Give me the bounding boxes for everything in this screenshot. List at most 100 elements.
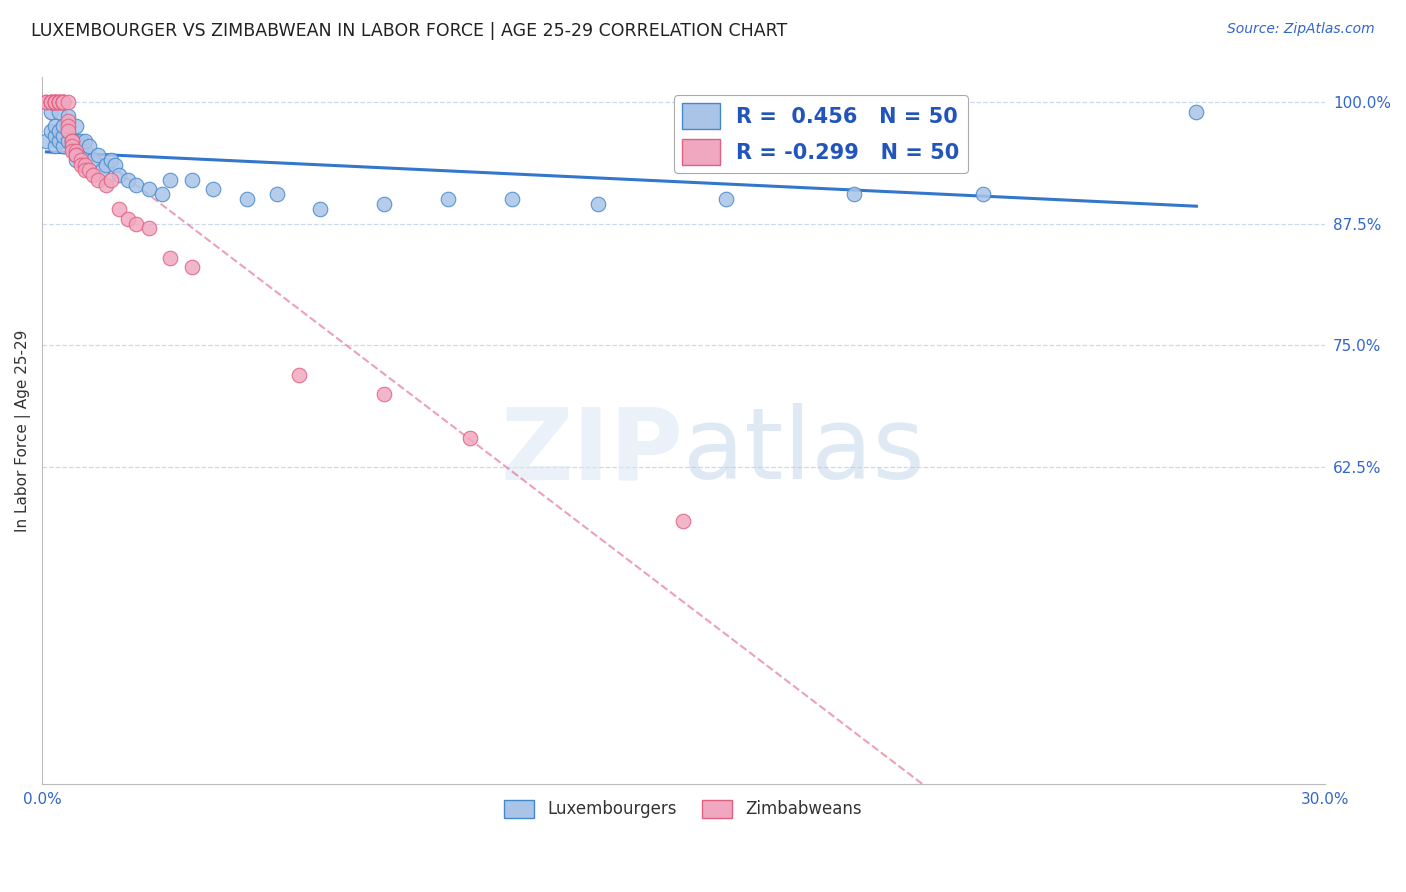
Point — [69, 158, 91, 172]
Point — [91, 163, 114, 178]
Point — [39, 95, 62, 109]
Point — [48, 104, 70, 119]
Legend: Luxembourgers, Zimbabweans: Luxembourgers, Zimbabweans — [498, 793, 869, 825]
Point — [48, 124, 70, 138]
Point — [48, 95, 70, 109]
Point — [52, 138, 75, 153]
Point — [65, 134, 87, 148]
Point — [52, 95, 75, 109]
Point — [180, 260, 202, 275]
Point — [86, 172, 108, 186]
Point — [44, 119, 66, 133]
Point — [236, 192, 259, 206]
Point — [1185, 104, 1208, 119]
Point — [39, 95, 62, 109]
Point — [309, 202, 332, 216]
Point — [52, 119, 75, 133]
Point — [56, 110, 79, 124]
Point — [82, 153, 104, 168]
Point — [104, 158, 127, 172]
Point — [60, 134, 83, 148]
Point — [96, 178, 118, 192]
Point — [65, 148, 87, 162]
Point — [138, 221, 160, 235]
Point — [73, 158, 96, 172]
Point — [373, 197, 395, 211]
Point — [56, 119, 79, 133]
Point — [52, 95, 75, 109]
Point — [60, 134, 83, 148]
Point — [73, 144, 96, 158]
Point — [52, 95, 75, 109]
Point — [65, 153, 87, 168]
Point — [44, 95, 66, 109]
Point — [44, 138, 66, 153]
Point — [287, 368, 309, 382]
Text: LUXEMBOURGER VS ZIMBABWEAN IN LABOR FORCE | AGE 25-29 CORRELATION CHART: LUXEMBOURGER VS ZIMBABWEAN IN LABOR FORC… — [31, 22, 787, 40]
Point — [180, 172, 202, 186]
Point — [125, 217, 148, 231]
Point — [39, 95, 62, 109]
Text: Source: ZipAtlas.com: Source: ZipAtlas.com — [1227, 22, 1375, 37]
Point — [65, 148, 87, 162]
Point — [56, 124, 79, 138]
Point — [56, 114, 79, 128]
Point — [44, 95, 66, 109]
Point — [117, 211, 139, 226]
Point — [35, 134, 58, 148]
Point — [39, 95, 62, 109]
Point — [96, 158, 118, 172]
Text: atlas: atlas — [683, 403, 925, 500]
Point — [35, 95, 58, 109]
Point — [82, 168, 104, 182]
Point — [65, 119, 87, 133]
Point — [501, 192, 523, 206]
Point — [69, 134, 91, 148]
Point — [48, 95, 70, 109]
Y-axis label: In Labor Force | Age 25-29: In Labor Force | Age 25-29 — [15, 329, 31, 532]
Point — [44, 95, 66, 109]
Point — [100, 172, 122, 186]
Point — [117, 172, 139, 186]
Point — [714, 192, 737, 206]
Point — [48, 134, 70, 148]
Point — [60, 144, 83, 158]
Point — [56, 134, 79, 148]
Point — [52, 95, 75, 109]
Point — [48, 95, 70, 109]
Point — [56, 95, 79, 109]
Point — [60, 138, 83, 153]
Point — [266, 187, 288, 202]
Point — [86, 148, 108, 162]
Point — [39, 104, 62, 119]
Point — [44, 95, 66, 109]
Point — [56, 124, 79, 138]
Point — [373, 387, 395, 401]
Point — [77, 163, 100, 178]
Point — [972, 187, 994, 202]
Point — [73, 134, 96, 148]
Point — [100, 153, 122, 168]
Point — [672, 514, 695, 528]
Point — [60, 134, 83, 148]
Point — [202, 182, 225, 196]
Point — [125, 178, 148, 192]
Point — [159, 172, 181, 186]
Point — [586, 197, 609, 211]
Point — [844, 187, 866, 202]
Point — [48, 95, 70, 109]
Point — [159, 251, 181, 265]
Point — [52, 128, 75, 143]
Point — [39, 124, 62, 138]
Point — [44, 95, 66, 109]
Point — [150, 187, 173, 202]
Point — [73, 163, 96, 178]
Text: ZIP: ZIP — [501, 403, 683, 500]
Point — [138, 182, 160, 196]
Point — [35, 95, 58, 109]
Point — [458, 431, 481, 445]
Point — [437, 192, 460, 206]
Point — [108, 202, 131, 216]
Point — [65, 144, 87, 158]
Point — [69, 138, 91, 153]
